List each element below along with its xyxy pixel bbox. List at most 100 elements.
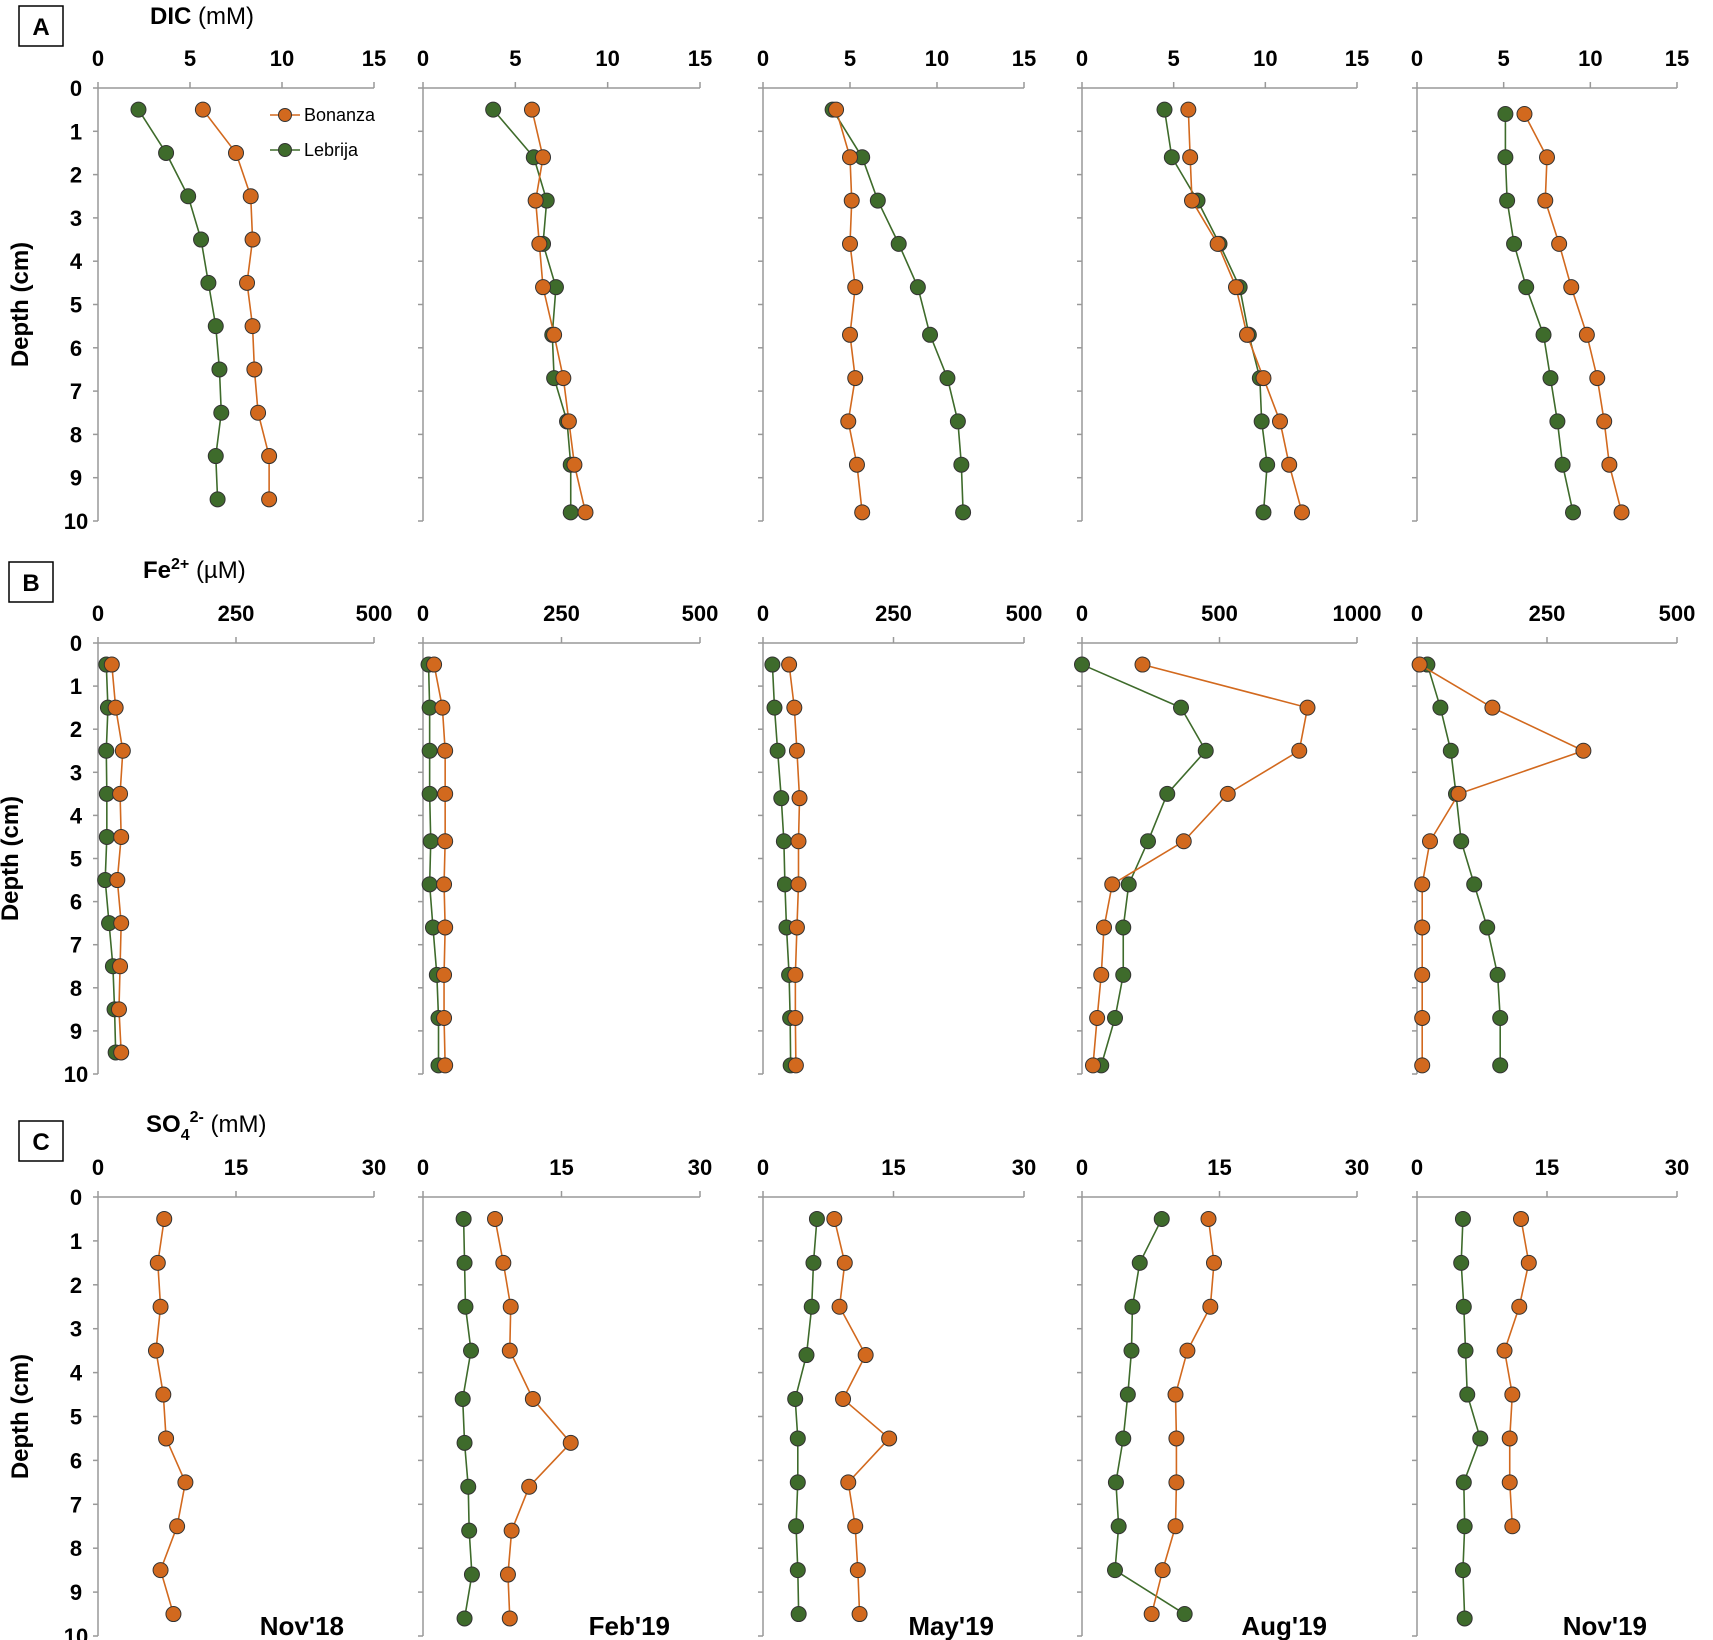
data-point-lebrija bbox=[213, 404, 230, 421]
data-point-lebrija bbox=[798, 1347, 815, 1364]
data-point-bonanza bbox=[566, 456, 583, 473]
data-point-bonanza bbox=[1299, 699, 1316, 716]
panel-c-5: 0 15 30 Nov'19 bbox=[1411, 1155, 1689, 1640]
data-point-lebrija bbox=[200, 274, 217, 291]
series-line-bonanza bbox=[494, 1218, 572, 1619]
data-point-lebrija bbox=[463, 1566, 480, 1583]
data-point-lebrija bbox=[1455, 1298, 1472, 1315]
month-label: Nov'19 bbox=[1563, 1611, 1647, 1640]
data-point-bonanza bbox=[788, 919, 805, 936]
y-tick-label: 7 bbox=[70, 379, 82, 404]
data-point-bonanza bbox=[786, 699, 803, 716]
data-point-bonanza bbox=[790, 833, 807, 850]
data-point-bonanza bbox=[242, 188, 259, 205]
panel-a-5: 0 5 10 15 bbox=[1411, 46, 1689, 522]
data-point-bonanza bbox=[527, 192, 544, 209]
legend-marker-lebrija bbox=[278, 143, 292, 157]
data-point-bonanza bbox=[1255, 370, 1272, 387]
data-point-lebrija bbox=[1456, 1518, 1473, 1535]
data-point-bonanza bbox=[113, 828, 130, 845]
y-tick-label: 8 bbox=[70, 1536, 82, 1561]
series-line-bonanza bbox=[433, 664, 446, 1066]
data-point-lebrija bbox=[788, 1518, 805, 1535]
data-point-bonanza bbox=[1422, 833, 1438, 850]
data-point-bonanza bbox=[495, 1254, 512, 1271]
data-point-bonanza bbox=[1414, 919, 1431, 936]
x-tick-label: 0 bbox=[1076, 46, 1088, 71]
data-point-lebrija bbox=[1457, 1342, 1474, 1359]
series-line-bonanza bbox=[1092, 663, 1309, 1066]
data-point-lebrija bbox=[1472, 1430, 1489, 1447]
data-point-bonanza bbox=[1589, 370, 1606, 387]
data-point-lebrija bbox=[1565, 504, 1581, 521]
y-tick-label: 2 bbox=[70, 1273, 82, 1298]
data-point-lebrija bbox=[789, 1430, 806, 1447]
data-point-bonanza bbox=[843, 192, 860, 209]
panel-c-4: 0 15 30 Aug'19 bbox=[1076, 1155, 1369, 1640]
data-point-bonanza bbox=[169, 1518, 186, 1535]
x-tick-label: 0 bbox=[1411, 1155, 1423, 1180]
y-tick-label: 10 bbox=[64, 509, 88, 534]
data-point-bonanza bbox=[1239, 326, 1255, 343]
data-point-bonanza bbox=[1520, 1254, 1537, 1271]
data-point-bonanza bbox=[165, 1606, 182, 1623]
data-point-lebrija bbox=[1432, 699, 1449, 716]
data-point-lebrija bbox=[562, 504, 579, 521]
panel-a-3: 0 5 10 15 bbox=[757, 46, 1036, 522]
data-point-lebrija bbox=[1131, 1254, 1148, 1271]
data-point-lebrija bbox=[456, 1610, 473, 1627]
data-point-lebrija bbox=[1489, 966, 1506, 983]
data-point-bonanza bbox=[1168, 1474, 1185, 1491]
data-point-bonanza bbox=[155, 1386, 172, 1403]
data-point-bonanza bbox=[1551, 235, 1568, 252]
data-point-bonanza bbox=[831, 1298, 848, 1315]
data-point-bonanza bbox=[1450, 785, 1467, 802]
x-tick-label: 500 bbox=[1006, 601, 1043, 626]
data-point-bonanza bbox=[1496, 1342, 1513, 1359]
data-point-bonanza bbox=[1414, 966, 1431, 983]
data-point-bonanza bbox=[521, 1478, 538, 1495]
data-point-lebrija bbox=[1554, 456, 1571, 473]
data-point-lebrija bbox=[456, 1254, 473, 1271]
data-point-lebrija bbox=[890, 235, 907, 252]
data-point-lebrija bbox=[953, 456, 970, 473]
data-point-bonanza bbox=[531, 235, 548, 252]
data-point-lebrija bbox=[463, 1342, 480, 1359]
data-point-lebrija bbox=[869, 192, 886, 209]
panel-letter: B bbox=[22, 570, 39, 597]
data-point-lebrija bbox=[773, 790, 790, 807]
data-point-bonanza bbox=[848, 456, 865, 473]
data-point-lebrija bbox=[1492, 1057, 1509, 1074]
data-point-bonanza bbox=[1209, 235, 1226, 252]
x-tick-label: 250 bbox=[1529, 601, 1566, 626]
depth-axis-label: Depth (cm) bbox=[0, 796, 24, 921]
row-title-spacer bbox=[204, 1111, 211, 1138]
data-point-bonanza bbox=[1228, 279, 1244, 296]
data-point-bonanza bbox=[1179, 1342, 1196, 1359]
data-point-lebrija bbox=[1518, 279, 1535, 296]
data-point-bonanza bbox=[847, 279, 864, 296]
data-point-lebrija bbox=[1074, 656, 1090, 673]
data-point-bonanza bbox=[177, 1474, 194, 1491]
data-point-lebrija bbox=[808, 1210, 825, 1227]
data-point-bonanza bbox=[1516, 105, 1533, 122]
data-point-bonanza bbox=[437, 742, 454, 759]
y-tick-label: 3 bbox=[70, 1317, 82, 1342]
panel-c-1: 0 15 30 0 1 2 3 4 5 6 7 8 9 10 Nov'18 bbox=[64, 1155, 386, 1640]
data-point-lebrija bbox=[939, 370, 956, 387]
data-point-bonanza bbox=[1501, 1430, 1518, 1447]
data-point-bonanza bbox=[152, 1562, 169, 1579]
row-title-spacer bbox=[191, 3, 198, 30]
data-point-bonanza bbox=[1539, 149, 1555, 166]
data-point-bonanza bbox=[847, 370, 864, 387]
data-point-lebrija bbox=[1120, 876, 1137, 893]
data-point-lebrija bbox=[1453, 1254, 1470, 1271]
data-point-lebrija bbox=[461, 1522, 478, 1539]
row-a: A DIC (mM) Depth (cm) bbox=[7, 3, 254, 367]
data-point-bonanza bbox=[1596, 413, 1613, 430]
data-point-bonanza bbox=[1501, 1474, 1518, 1491]
series-line-bonanza bbox=[833, 1218, 891, 1615]
panel-a-4: 0 5 10 15 bbox=[1076, 46, 1369, 522]
data-point-bonanza bbox=[434, 699, 451, 716]
